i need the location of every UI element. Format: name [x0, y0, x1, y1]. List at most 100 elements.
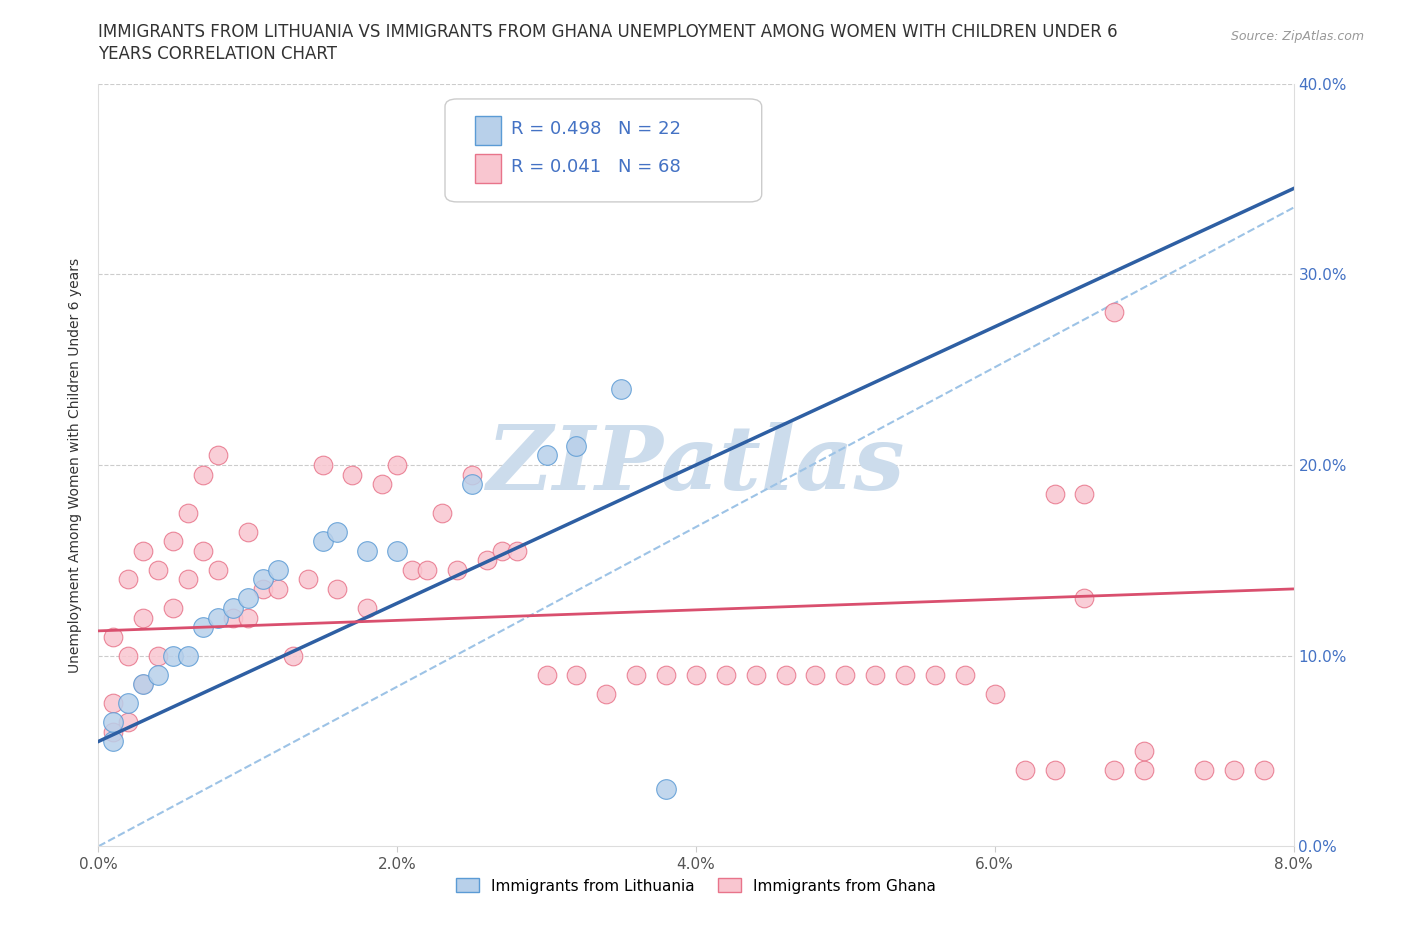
Point: [207, 610, 229, 625]
Point: [834, 668, 856, 683]
Point: [610, 381, 633, 396]
Point: [267, 563, 290, 578]
Point: [924, 668, 946, 683]
Point: [326, 581, 349, 596]
Point: [148, 648, 170, 663]
Point: [475, 552, 498, 567]
Point: [1133, 744, 1156, 759]
Point: [1253, 763, 1275, 777]
Point: [117, 715, 139, 730]
Legend: Immigrants from Lithuania, Immigrants from Ghana: Immigrants from Lithuania, Immigrants fr…: [450, 872, 942, 899]
Point: [207, 448, 229, 463]
Point: [626, 668, 648, 683]
Point: [207, 563, 229, 578]
Text: ZIPatlas: ZIPatlas: [488, 421, 904, 509]
Text: R = 0.498: R = 0.498: [510, 120, 602, 139]
Point: [865, 668, 887, 683]
Point: [1043, 763, 1066, 777]
Point: [252, 572, 274, 587]
Point: [132, 677, 155, 692]
Text: YEARS CORRELATION CHART: YEARS CORRELATION CHART: [98, 45, 337, 62]
Point: [1073, 591, 1095, 606]
Point: [281, 648, 304, 663]
Point: [117, 572, 139, 587]
Point: [356, 543, 378, 558]
Text: R = 0.041: R = 0.041: [510, 158, 600, 177]
Point: [953, 668, 976, 683]
Point: [267, 581, 290, 596]
FancyBboxPatch shape: [475, 115, 501, 145]
Point: [103, 629, 125, 644]
Point: [1192, 763, 1215, 777]
FancyBboxPatch shape: [475, 153, 501, 183]
Point: [162, 601, 184, 616]
Point: [236, 591, 259, 606]
Point: [894, 668, 917, 683]
Point: [775, 668, 797, 683]
Point: [311, 534, 333, 549]
Point: [804, 668, 827, 683]
Point: [685, 668, 707, 683]
Point: [595, 686, 617, 701]
Point: [536, 448, 558, 463]
Point: [148, 563, 170, 578]
Point: [1043, 486, 1066, 501]
Point: [430, 505, 453, 520]
Point: [236, 610, 259, 625]
Point: [984, 686, 1007, 701]
Point: [162, 648, 184, 663]
Point: [371, 476, 394, 491]
Point: [1104, 763, 1126, 777]
Point: [506, 543, 529, 558]
Point: [103, 724, 125, 739]
Point: [103, 696, 125, 711]
Point: [385, 543, 409, 558]
FancyBboxPatch shape: [446, 99, 762, 202]
Point: [326, 525, 349, 539]
Point: [565, 668, 588, 683]
Point: [191, 619, 214, 634]
Point: [1223, 763, 1246, 777]
Point: [714, 668, 737, 683]
Point: [297, 572, 319, 587]
Point: [491, 543, 513, 558]
Point: [191, 467, 214, 482]
Point: [148, 668, 170, 683]
Point: [103, 715, 125, 730]
Point: [1104, 305, 1126, 320]
Point: [103, 734, 125, 749]
Point: [236, 525, 259, 539]
Text: Source: ZipAtlas.com: Source: ZipAtlas.com: [1230, 30, 1364, 43]
Point: [177, 572, 200, 587]
Point: [461, 467, 484, 482]
Point: [252, 581, 274, 596]
Point: [416, 563, 439, 578]
Point: [565, 439, 588, 454]
Point: [1133, 763, 1156, 777]
Point: [162, 534, 184, 549]
Point: [356, 601, 378, 616]
Point: [342, 467, 364, 482]
Text: N = 22: N = 22: [619, 120, 682, 139]
Point: [311, 458, 333, 472]
Point: [401, 563, 423, 578]
Point: [222, 610, 245, 625]
Point: [461, 476, 484, 491]
Text: IMMIGRANTS FROM LITHUANIA VS IMMIGRANTS FROM GHANA UNEMPLOYMENT AMONG WOMEN WITH: IMMIGRANTS FROM LITHUANIA VS IMMIGRANTS …: [98, 23, 1118, 41]
Point: [222, 601, 245, 616]
Point: [117, 648, 139, 663]
Point: [117, 696, 139, 711]
Point: [745, 668, 768, 683]
Point: [536, 668, 558, 683]
Point: [177, 648, 200, 663]
Point: [655, 668, 678, 683]
Point: [132, 543, 155, 558]
Point: [385, 458, 409, 472]
Point: [177, 505, 200, 520]
Point: [132, 677, 155, 692]
Point: [191, 543, 214, 558]
Point: [655, 781, 678, 796]
Point: [1014, 763, 1036, 777]
Text: N = 68: N = 68: [619, 158, 681, 177]
Point: [1073, 486, 1095, 501]
